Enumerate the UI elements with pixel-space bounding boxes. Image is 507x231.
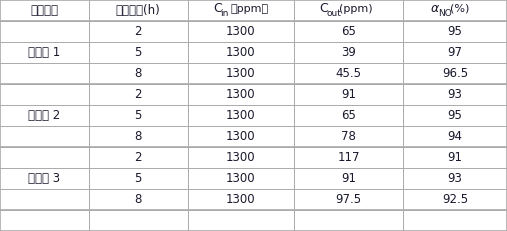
Text: 45.5: 45.5 xyxy=(336,67,361,80)
Text: (ppm): (ppm) xyxy=(340,4,373,14)
Text: 95: 95 xyxy=(448,109,462,122)
Text: 实施例 2: 实施例 2 xyxy=(28,109,60,122)
Text: 96.5: 96.5 xyxy=(442,67,468,80)
Text: 97: 97 xyxy=(448,46,462,59)
Text: 1300: 1300 xyxy=(226,193,256,206)
Text: 91: 91 xyxy=(448,151,462,164)
Text: 91: 91 xyxy=(341,172,356,185)
Text: 117: 117 xyxy=(337,151,360,164)
Text: α: α xyxy=(430,2,439,15)
Text: 5: 5 xyxy=(134,172,142,185)
Text: 实验时间(h): 实验时间(h) xyxy=(116,4,161,17)
Text: 1300: 1300 xyxy=(226,67,256,80)
Text: 97.5: 97.5 xyxy=(336,193,361,206)
Text: 1300: 1300 xyxy=(226,151,256,164)
Text: 1300: 1300 xyxy=(226,109,256,122)
Text: 2: 2 xyxy=(134,25,142,38)
Text: in: in xyxy=(221,9,229,18)
Text: 94: 94 xyxy=(448,130,462,143)
Text: 5: 5 xyxy=(134,109,142,122)
Text: 1300: 1300 xyxy=(226,88,256,101)
Text: 2: 2 xyxy=(134,151,142,164)
Text: out: out xyxy=(327,9,342,18)
Text: 65: 65 xyxy=(341,25,356,38)
Text: 1300: 1300 xyxy=(226,46,256,59)
Text: C: C xyxy=(213,2,222,15)
Text: 1300: 1300 xyxy=(226,130,256,143)
Text: 39: 39 xyxy=(341,46,356,59)
Text: 95: 95 xyxy=(448,25,462,38)
Text: 8: 8 xyxy=(134,130,142,143)
Text: 92.5: 92.5 xyxy=(442,193,468,206)
Text: 实施例 3: 实施例 3 xyxy=(28,172,60,185)
Text: 2: 2 xyxy=(134,88,142,101)
Text: 65: 65 xyxy=(341,109,356,122)
Text: 8: 8 xyxy=(134,67,142,80)
Text: NO: NO xyxy=(438,9,452,18)
Text: 1300: 1300 xyxy=(226,25,256,38)
Text: 93: 93 xyxy=(448,172,462,185)
Text: 实施例 1: 实施例 1 xyxy=(28,46,60,59)
Text: 78: 78 xyxy=(341,130,356,143)
Text: 样品编号: 样品编号 xyxy=(30,4,58,17)
Text: 1300: 1300 xyxy=(226,172,256,185)
Text: （ppm）: （ppm） xyxy=(231,4,269,14)
Text: 8: 8 xyxy=(134,193,142,206)
Text: 91: 91 xyxy=(341,88,356,101)
Text: 93: 93 xyxy=(448,88,462,101)
Text: C: C xyxy=(319,2,328,15)
Text: (%): (%) xyxy=(450,4,469,14)
Text: 5: 5 xyxy=(134,46,142,59)
